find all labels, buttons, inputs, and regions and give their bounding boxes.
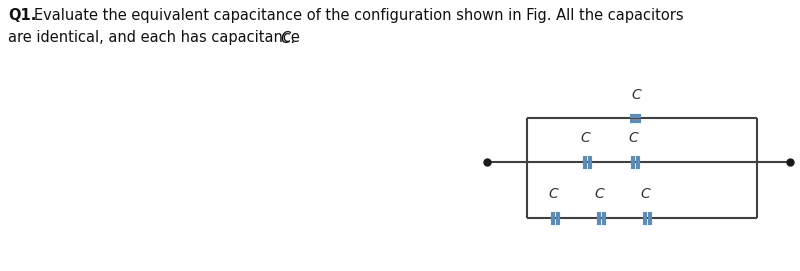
Text: $C$: $C$ <box>631 88 643 102</box>
Text: $C$.: $C$. <box>280 30 295 46</box>
Text: $C$: $C$ <box>594 187 606 201</box>
Text: are identical, and each has capacitance: are identical, and each has capacitance <box>8 30 305 45</box>
Text: Evaluate the equivalent capacitance of the configuration shown in Fig. All the c: Evaluate the equivalent capacitance of t… <box>34 8 684 23</box>
Text: $C$: $C$ <box>548 187 560 201</box>
Text: $C$: $C$ <box>628 131 640 145</box>
Text: Q1.: Q1. <box>8 8 36 23</box>
Text: $C$: $C$ <box>580 131 592 145</box>
Text: $C$: $C$ <box>640 187 652 201</box>
